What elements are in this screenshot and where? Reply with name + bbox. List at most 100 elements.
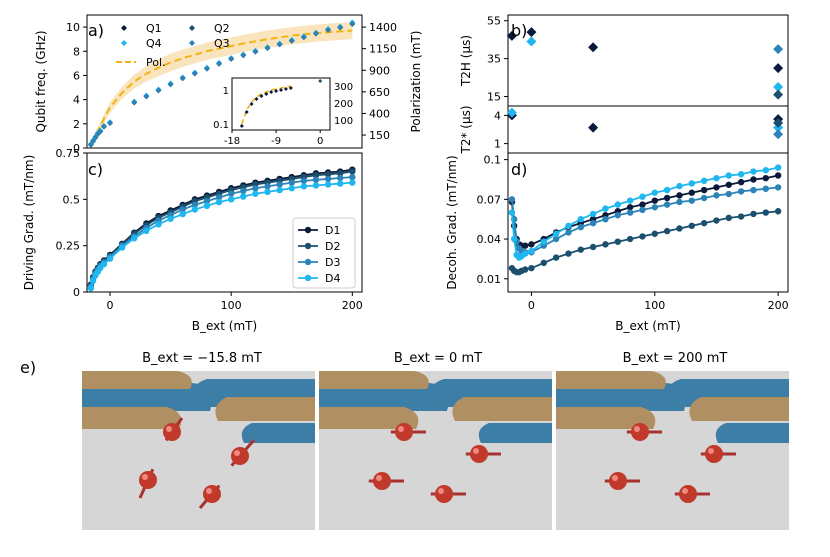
point-Q3-13 bbox=[204, 65, 210, 72]
pol-line bbox=[90, 29, 353, 144]
point-d-D4-14 bbox=[626, 197, 634, 204]
point-c-D4-1 bbox=[89, 277, 97, 285]
point-c-D4-22 bbox=[300, 183, 308, 190]
point-d-D1-17 bbox=[663, 194, 671, 202]
point-d-D4-25 bbox=[762, 167, 769, 174]
b-bottom-point-Q1-1 bbox=[588, 122, 599, 133]
xtick-label-c-0: 0 bbox=[107, 299, 114, 312]
point-d-D2-12 bbox=[602, 241, 609, 248]
b-top-point-Q1-2 bbox=[588, 42, 599, 53]
b-bottom-point-Q3-0 bbox=[773, 129, 784, 140]
point-d-D2-5 bbox=[522, 266, 529, 273]
b-top-point-Q1-3 bbox=[773, 63, 784, 74]
point-Q3-11 bbox=[179, 75, 186, 81]
panel-label-a: a) bbox=[88, 21, 104, 40]
panel-b-coherence: 15 35 55 1 4 T2H (µs) T2* (µs) bbox=[459, 14, 789, 155]
spin-highlight-2-1 bbox=[708, 448, 714, 454]
point-c-D3-26 bbox=[349, 173, 356, 181]
point-c-D4-18 bbox=[252, 190, 259, 197]
b-top-point-Q4-1 bbox=[773, 82, 784, 93]
point-Q3-6 bbox=[107, 120, 113, 126]
b-top-point-Q1-0 bbox=[506, 30, 517, 41]
gate-tan-3-0 bbox=[215, 397, 315, 421]
point-d-D2-7 bbox=[540, 259, 547, 267]
spin-2-0 bbox=[631, 423, 649, 441]
point-d-D2-18 bbox=[676, 225, 683, 232]
point-d-D1-16 bbox=[651, 197, 658, 204]
point-d-D4-22 bbox=[725, 172, 732, 179]
inset-point-3 bbox=[254, 97, 259, 101]
point-d-D4-7 bbox=[540, 238, 547, 245]
ylabel-d: Decoh. Grad. (mT/nm) bbox=[445, 155, 459, 289]
point-d-D1-20 bbox=[700, 186, 708, 194]
point-Q3-5 bbox=[101, 123, 107, 130]
gate-blue-3-2 bbox=[715, 423, 789, 443]
legend-marker-c-D2 bbox=[304, 242, 312, 250]
point-d-D4-18 bbox=[676, 182, 683, 190]
point-c-D4-20 bbox=[276, 186, 283, 194]
xlabel-d: B_ext (mT) bbox=[615, 319, 680, 333]
ytick-label-a-4: 4 bbox=[73, 94, 80, 107]
b-top-point-Q4-0 bbox=[526, 36, 537, 47]
legend-marker-c-D1 bbox=[304, 226, 312, 234]
inset-point-6 bbox=[269, 90, 274, 94]
point-Q3-19 bbox=[276, 41, 283, 48]
inset-point-0 bbox=[239, 124, 244, 128]
spin-highlight-2-2 bbox=[612, 475, 618, 481]
spin-1-1 bbox=[470, 445, 488, 463]
point-c-D4-26 bbox=[349, 179, 356, 186]
point-d-D3-23 bbox=[737, 188, 745, 195]
ytick-label-c-0.25: 0.25 bbox=[56, 240, 81, 253]
inset-point-end bbox=[318, 79, 323, 83]
point-d-D3-11 bbox=[589, 219, 597, 227]
point-d-D3-21 bbox=[713, 192, 720, 199]
point-c-D2-25 bbox=[336, 170, 344, 177]
point-d-D2-19 bbox=[688, 222, 695, 230]
ytick-label-c-0: 0 bbox=[73, 286, 80, 299]
point-d-D4-15 bbox=[639, 193, 646, 200]
point-d-D4-0 bbox=[508, 209, 516, 216]
point-c-D3-19 bbox=[264, 183, 271, 190]
point-c-D4-19 bbox=[264, 188, 271, 196]
point-c-D4-24 bbox=[324, 181, 332, 188]
ylabel-right-a: Polarization (mT) bbox=[409, 31, 423, 133]
panel-label-e: e) bbox=[20, 358, 36, 377]
spin-0-1 bbox=[231, 447, 249, 465]
point-c-D4-15 bbox=[215, 198, 223, 206]
legend-marker-c-D3 bbox=[304, 258, 312, 266]
ylabel-c: Driving Grad. (mT/nm) bbox=[22, 155, 36, 291]
spin-2-2 bbox=[609, 472, 627, 490]
point-Q3-9 bbox=[155, 87, 162, 94]
point-d-D2-9 bbox=[565, 250, 572, 257]
point-d-D4-26 bbox=[774, 164, 782, 171]
point-d-D2-17 bbox=[663, 227, 671, 235]
point-d-D4-16 bbox=[651, 189, 658, 196]
inset-point-10 bbox=[288, 86, 293, 90]
legend-marker-Q1 bbox=[121, 25, 127, 31]
inset-xtick-label-0: -18 bbox=[224, 136, 240, 147]
spin-highlight-1-2 bbox=[376, 475, 382, 481]
legend-label-Q4: Q4 bbox=[146, 37, 162, 50]
point-Q3-20 bbox=[288, 37, 295, 44]
gate-tan-3-2 bbox=[689, 397, 789, 421]
point-c-D3-21 bbox=[288, 179, 295, 186]
ytick-right-label-a-650: 650 bbox=[369, 86, 390, 99]
point-d-D2-16 bbox=[651, 230, 658, 237]
point-d-D1-24 bbox=[750, 176, 757, 183]
legend-label-pol: Pol. bbox=[146, 56, 166, 69]
point-Q3-1 bbox=[90, 138, 96, 144]
point-c-D3-22 bbox=[300, 177, 308, 184]
gate-tan-2-2 bbox=[556, 407, 656, 429]
point-c-D4-21 bbox=[288, 185, 295, 192]
point-Q3-14 bbox=[216, 60, 222, 67]
point-d-D4-24 bbox=[750, 168, 757, 175]
point-Q3-0 bbox=[88, 141, 94, 148]
point-d-D2-10 bbox=[577, 246, 584, 253]
spin-highlight-2-3 bbox=[682, 488, 688, 494]
ytick-right-label-a-1400: 1400 bbox=[369, 21, 397, 34]
point-d-D3-10 bbox=[577, 223, 584, 231]
b-top-point-Q3-0 bbox=[773, 44, 784, 55]
legend-label-Q1: Q1 bbox=[146, 22, 162, 35]
spin-2-1 bbox=[705, 445, 723, 463]
spin-highlight-1-1 bbox=[473, 448, 479, 454]
